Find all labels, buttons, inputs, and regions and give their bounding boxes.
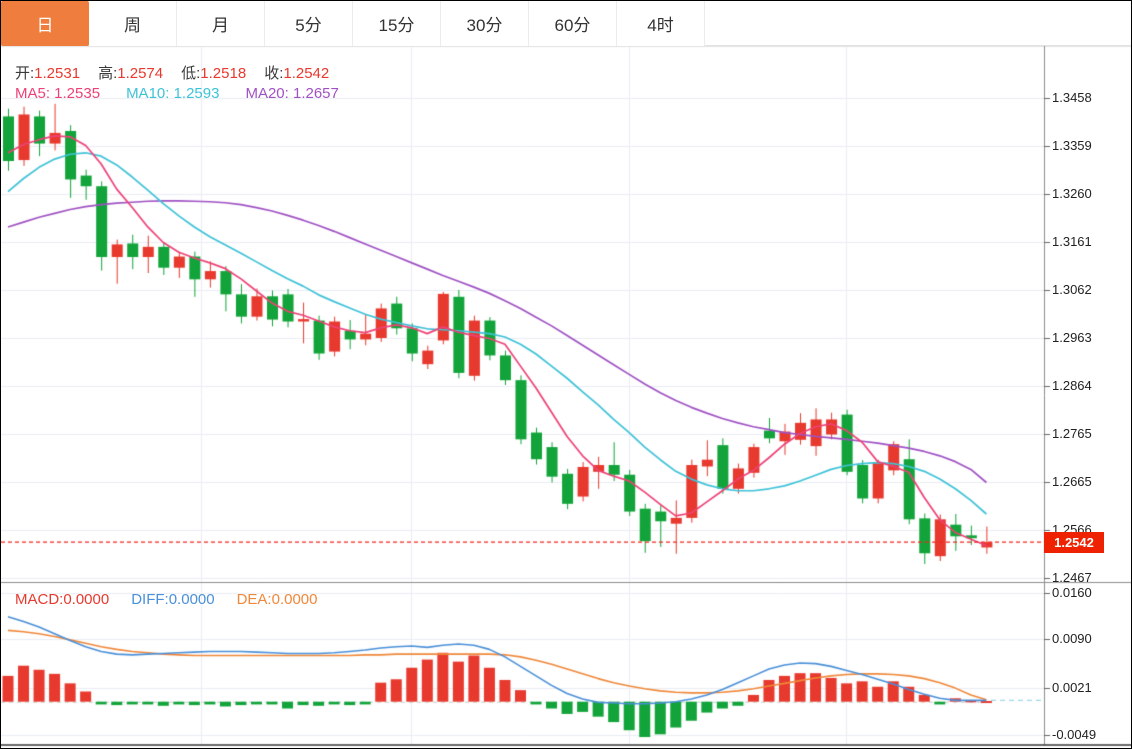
macd-readout: MACD:0.0000 DIFF:0.0000 DEA:0.0000 [15,591,317,608]
y-axis-label: 1.2467 [1052,570,1092,585]
macd-axis-label: 0.0090 [1052,631,1092,646]
ma20-readout: MA20: 1.2657 [245,85,339,102]
macd-value: MACD:0.0000 [15,591,110,608]
tab-15min[interactable]: 15分 [353,1,441,46]
y-axis-label: 1.3062 [1052,282,1092,297]
tab-60min[interactable]: 60分 [529,1,617,46]
high-readout: 高:1.2574 [98,65,164,82]
tab-week[interactable]: 周 [89,1,177,46]
diff-value: DIFF:0.0000 [131,591,215,608]
dea-value: DEA:0.0000 [236,591,318,608]
close-readout: 收:1.2542 [264,65,330,82]
low-readout: 低:1.2518 [181,65,247,82]
macd-axis-label: -0.0049 [1052,727,1097,742]
tab-month[interactable]: 月 [177,1,265,46]
y-axis-label: 1.3359 [1052,138,1092,153]
y-axis-label: 1.2665 [1052,474,1092,489]
macd-axis-label: 0.0021 [1052,680,1092,695]
tab-5min[interactable]: 5分 [265,1,353,46]
current-price-tag: 1.2542 [1044,532,1104,553]
tab-30min[interactable]: 30分 [441,1,529,46]
y-axis-label: 1.2864 [1052,378,1092,393]
y-axis-label: 1.2963 [1052,330,1092,345]
tab-day[interactable]: 日 [1,1,89,46]
period-tabbar: 日 周 月 5分 15分 30分 60分 4时 [1,1,1131,46]
y-axis-label: 1.3161 [1052,234,1092,249]
y-axis-label: 1.3260 [1052,186,1092,201]
macd-axis-label: 0.0160 [1052,585,1092,600]
y-axis-label: 1.2765 [1052,426,1092,441]
ma-readout: MA5: 1.2535 MA10: 1.2593 MA20: 1.2657 [15,85,339,102]
ma5-readout: MA5: 1.2535 [15,85,101,102]
y-axis-label: 1.3458 [1052,90,1092,105]
ma10-readout: MA10: 1.2593 [126,85,220,102]
open-readout: 开:1.2531 [15,65,81,82]
tab-4hour[interactable]: 4时 [617,1,705,46]
ohlc-readout: 开:1.2531 高:1.2574 低:1.2518 收:1.2542 [15,62,347,83]
